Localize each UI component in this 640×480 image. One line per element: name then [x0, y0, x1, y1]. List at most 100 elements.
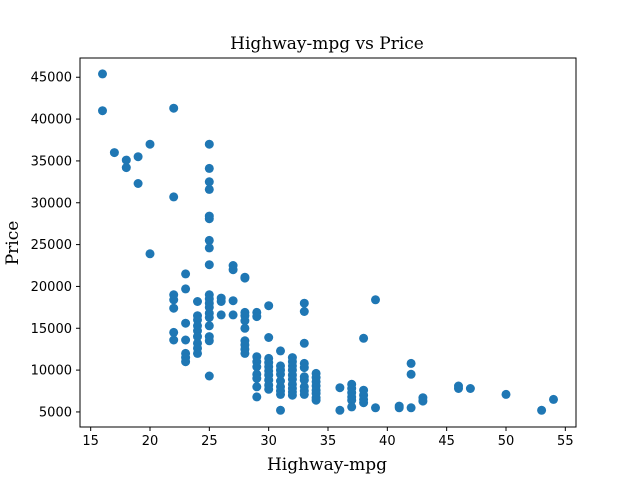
- data-point: [169, 192, 179, 202]
- data-point: [406, 358, 416, 368]
- data-point: [204, 214, 214, 224]
- data-point: [121, 155, 131, 165]
- x-tick-label: 50: [498, 434, 515, 449]
- y-tick-label: 40000: [31, 113, 72, 128]
- data-point: [121, 163, 131, 173]
- x-axis-ticks: 15 20 25 30 35 40 45 50 55: [82, 427, 574, 449]
- x-tick-label: 35: [320, 434, 337, 449]
- data-point: [204, 243, 214, 253]
- data-point: [193, 297, 202, 306]
- data-point: [204, 235, 214, 245]
- data-point: [181, 284, 191, 294]
- y-tick-label: 20000: [31, 280, 72, 295]
- data-point: [98, 69, 107, 79]
- data-point: [394, 403, 404, 413]
- data-point: [359, 398, 369, 408]
- data-point: [204, 312, 214, 322]
- data-point: [204, 260, 214, 270]
- data-point: [299, 375, 309, 385]
- data-point: [145, 249, 155, 259]
- data-point: [204, 163, 214, 173]
- x-tick-label: 20: [142, 434, 159, 449]
- data-point: [252, 374, 262, 383]
- data-point: [228, 296, 238, 306]
- data-point: [299, 363, 309, 373]
- y-tick-label: 45000: [31, 71, 72, 86]
- data-point: [371, 295, 380, 305]
- y-tick-label: 10000: [31, 364, 72, 379]
- data-point: [193, 348, 202, 358]
- x-axis-label: Highway-mpg: [267, 455, 387, 475]
- x-tick-label: 40: [379, 434, 396, 449]
- data-point: [169, 103, 179, 113]
- data-point: [204, 184, 214, 194]
- data-point: [264, 384, 274, 394]
- y-axis-ticks: 5000 10000 15000 20000 25000 30000 35000 40000 4…: [31, 71, 80, 420]
- data-point: [299, 389, 309, 399]
- data-point: [240, 323, 250, 333]
- x-tick-label: 15: [82, 434, 99, 449]
- data-point: [181, 318, 191, 328]
- y-axis-label: Price: [3, 221, 23, 266]
- data-point: [335, 383, 345, 393]
- data-point: [145, 139, 155, 149]
- chart-title: Highway-mpg vs Price: [230, 34, 424, 54]
- data-point: [264, 333, 274, 342]
- data-point: [169, 327, 179, 337]
- data-point: [252, 382, 262, 392]
- data-point: [204, 336, 214, 346]
- data-point: [299, 338, 309, 348]
- data-point: [406, 403, 416, 413]
- data-point: [347, 395, 357, 405]
- data-point: [501, 389, 511, 399]
- data-point: [537, 405, 547, 415]
- data-point: [371, 403, 380, 413]
- data-point: [133, 152, 143, 162]
- data-point: [181, 335, 191, 345]
- data-point: [549, 394, 558, 404]
- data-point: [252, 312, 262, 322]
- data-point: [252, 392, 262, 402]
- data-point: [169, 303, 179, 313]
- data-point: [133, 179, 143, 188]
- x-tick-label: 55: [557, 434, 574, 449]
- data-point: [287, 390, 297, 400]
- data-point: [204, 139, 214, 149]
- data-point: [181, 357, 191, 367]
- data-point: [98, 106, 107, 116]
- y-tick-label: 35000: [31, 154, 72, 169]
- data-point: [418, 396, 428, 406]
- data-point: [216, 297, 226, 306]
- data-point: [276, 346, 285, 356]
- data-point: [228, 265, 238, 275]
- points-layer: [98, 69, 558, 415]
- data-point: [193, 332, 202, 342]
- data-point: [465, 384, 475, 393]
- data-point: [276, 389, 285, 399]
- data-point: [454, 384, 463, 393]
- data-point: [240, 348, 250, 358]
- data-point: [347, 402, 357, 412]
- y-tick-label: 30000: [31, 196, 72, 211]
- plot-frame: [79, 57, 577, 428]
- data-point: [169, 335, 179, 345]
- data-point: [169, 295, 179, 305]
- data-point: [204, 177, 214, 187]
- data-point: [181, 269, 191, 279]
- y-tick-label: 5000: [39, 405, 72, 420]
- data-point: [216, 310, 226, 320]
- data-point: [406, 369, 416, 379]
- data-point: [311, 395, 321, 405]
- data-point: [264, 301, 274, 311]
- x-tick-label: 30: [260, 434, 277, 449]
- data-point: [204, 371, 214, 381]
- data-point: [335, 405, 345, 415]
- data-point: [204, 321, 214, 331]
- data-point: [276, 369, 285, 379]
- data-point: [109, 148, 119, 158]
- y-tick-label: 15000: [31, 322, 72, 337]
- x-tick-label: 25: [201, 434, 218, 449]
- data-point: [359, 333, 369, 343]
- data-point: [228, 310, 238, 320]
